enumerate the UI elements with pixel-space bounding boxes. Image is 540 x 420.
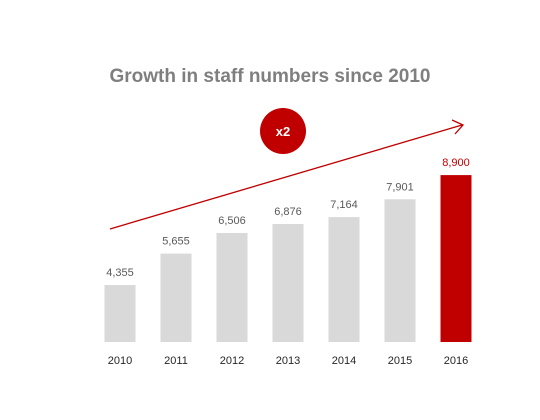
x-tick-label-2016: 2016 [444,355,468,367]
bar-2016 [440,175,472,342]
x-tick-label-2011: 2011 [164,355,188,367]
bar-2011 [160,253,192,342]
value-label-2011: 5,655 [162,236,190,248]
value-label-2012: 6,506 [218,215,246,227]
bar-2014 [328,217,360,342]
value-label-2010: 4,355 [106,267,134,279]
value-labels-group: 4,355 5,655 6,506 6,876 7,164 7,901 8,900 [106,157,470,279]
x-tick-labels-group: 2010 2011 2012 2013 2014 2015 2016 [108,355,468,367]
trend-arrow [109,124,463,230]
multiplier-badge: x2 [260,108,306,154]
value-label-2016: 8,900 [442,157,470,169]
value-label-2014: 7,164 [330,199,358,211]
bar-2015 [384,199,416,342]
value-label-2015: 7,901 [386,181,414,193]
x-tick-label-2013: 2013 [276,355,300,367]
bar-2013 [272,224,304,342]
x-tick-label-2014: 2014 [332,355,356,367]
value-label-2013: 6,876 [274,206,302,218]
trend-arrowhead [451,119,465,135]
x-tick-label-2015: 2015 [388,355,412,367]
bars-group [104,175,472,342]
x-tick-label-2012: 2012 [220,355,244,367]
chart-title: Growth in staff numbers since 2010 [109,66,431,87]
x-tick-label-2010: 2010 [108,355,132,367]
multiplier-badge-text: x2 [276,124,290,139]
bar-2012 [216,233,248,342]
multiplier-badge-circle [260,108,306,154]
bar-2010 [104,285,136,342]
